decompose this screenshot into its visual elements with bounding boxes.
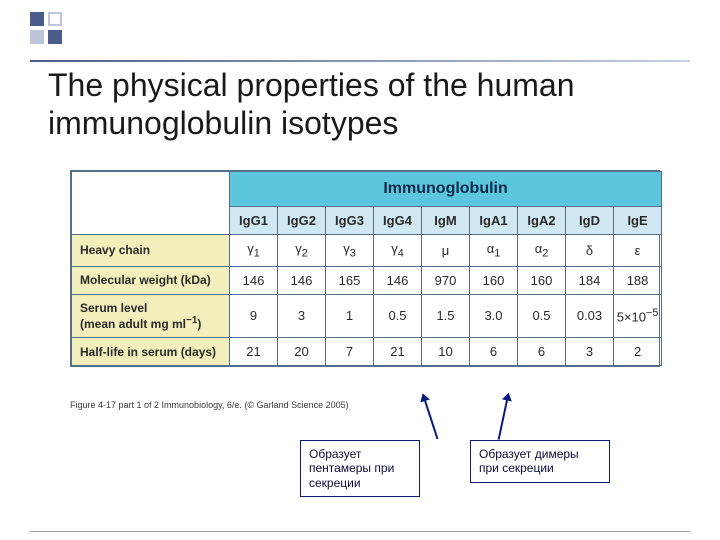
table-cell: 2 [614, 338, 662, 366]
col-header: IgD [566, 207, 614, 235]
table-cell: 0.5 [518, 294, 566, 338]
immunoglobulin-table: Immunoglobulin IgG1IgG2IgG3IgG4IgMIgA1Ig… [70, 170, 660, 367]
table-cell: δ [566, 235, 614, 267]
col-header: IgG1 [230, 207, 278, 235]
table-cell: 6 [518, 338, 566, 366]
row-label: Serum level(mean adult mg ml−1) [72, 294, 230, 338]
table-cell: 9 [230, 294, 278, 338]
table-cell: 146 [374, 266, 422, 294]
table-corner-blank [72, 172, 230, 235]
table-cell: α1 [470, 235, 518, 267]
table-cell: 3 [566, 338, 614, 366]
table-cell: 3.0 [470, 294, 518, 338]
col-header: IgM [422, 207, 470, 235]
slide-title: The physical properties of the human imm… [48, 66, 680, 143]
table-cell: 165 [326, 266, 374, 294]
col-header: IgG2 [278, 207, 326, 235]
table-cell: 3 [278, 294, 326, 338]
row-label: Heavy chain [72, 235, 230, 267]
col-header: IgG4 [374, 207, 422, 235]
table-cell: 1.5 [422, 294, 470, 338]
col-header: IgA1 [470, 207, 518, 235]
slide-footer-line [30, 531, 690, 532]
table-cell: 184 [566, 266, 614, 294]
callout-dimer: Образует димеры при секреции [470, 440, 610, 483]
row-label: Molecular weight (kDa) [72, 266, 230, 294]
table-cell: μ [422, 235, 470, 267]
callout-arrow-iga [498, 398, 509, 439]
callout-arrow-igm [424, 399, 439, 440]
table-cell: γ4 [374, 235, 422, 267]
table-cell: 146 [230, 266, 278, 294]
table-cell: 21 [374, 338, 422, 366]
table-cell: 160 [470, 266, 518, 294]
slide-decor-squares [30, 12, 90, 52]
table-cell: 10 [422, 338, 470, 366]
table-cell: 21 [230, 338, 278, 366]
table-cell: 1 [326, 294, 374, 338]
table-cell: γ2 [278, 235, 326, 267]
callout-pentamer: Образует пентамеры при секреции [300, 440, 420, 497]
figure-caption: Figure 4-17 part 1 of 2 Immunobiology, 6… [70, 400, 349, 410]
table-cell: 0.5 [374, 294, 422, 338]
table-cell: γ3 [326, 235, 374, 267]
row-label: Half-life in serum (days) [72, 338, 230, 366]
col-header: IgA2 [518, 207, 566, 235]
table-header-title: Immunoglobulin [230, 172, 662, 207]
table-cell: 188 [614, 266, 662, 294]
col-header: IgE [614, 207, 662, 235]
table-cell: 146 [278, 266, 326, 294]
table-cell: 970 [422, 266, 470, 294]
col-header: IgG3 [326, 207, 374, 235]
table-cell: 160 [518, 266, 566, 294]
table-cell: γ1 [230, 235, 278, 267]
table-cell: 5×10−5 [614, 294, 662, 338]
table-cell: 7 [326, 338, 374, 366]
table-cell: 6 [470, 338, 518, 366]
slide-decor-line [30, 60, 690, 62]
table-cell: 0.03 [566, 294, 614, 338]
table-cell: α2 [518, 235, 566, 267]
table-cell: ε [614, 235, 662, 267]
table-cell: 20 [278, 338, 326, 366]
